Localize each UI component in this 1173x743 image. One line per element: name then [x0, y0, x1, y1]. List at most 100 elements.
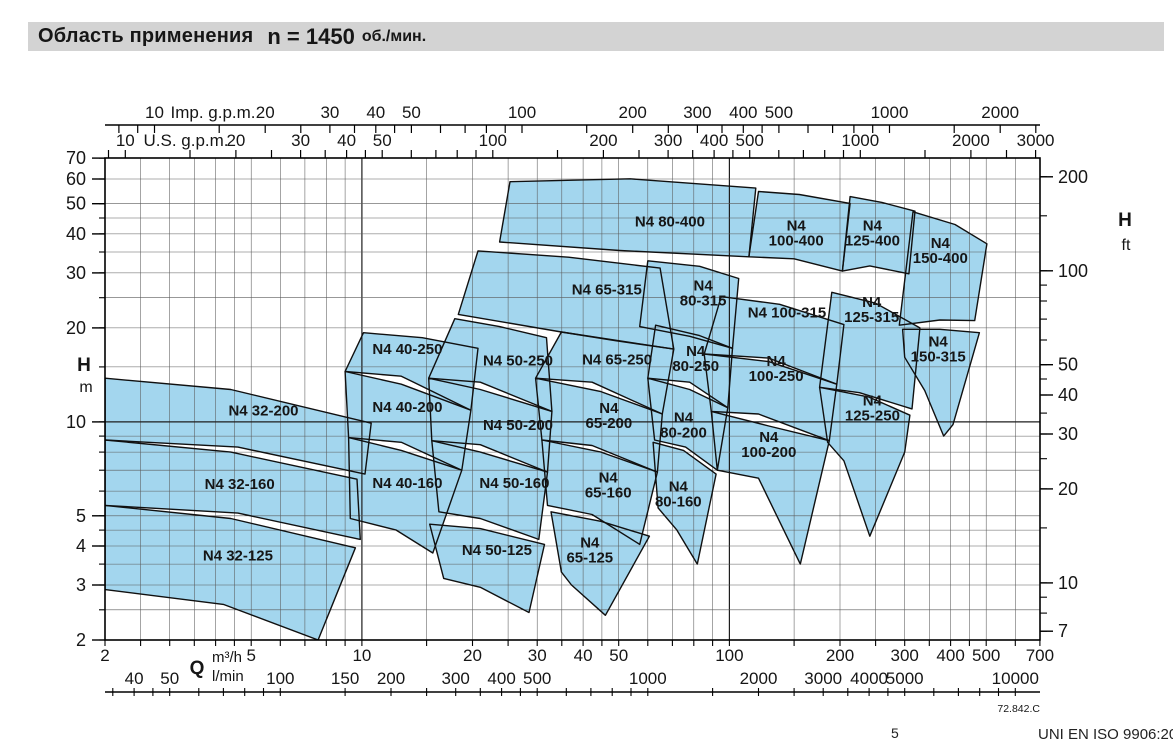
- axis-tick-label: 3: [76, 575, 86, 595]
- axis-tick-label: 400: [936, 646, 964, 665]
- pump-area-N4-32-160: [105, 440, 361, 540]
- pump-label: N4 40-250: [372, 341, 442, 358]
- pump-label: N4 80-250: [672, 343, 719, 375]
- pump-outline-N4-32-200: [105, 377, 372, 475]
- pump-label: N4 32-125: [203, 547, 273, 564]
- pump-area-N4-32-125: [105, 505, 356, 640]
- axis-tick-label: 2: [100, 646, 109, 665]
- axis-tick-label: 700: [1026, 646, 1054, 665]
- pump-label: N4 50-250: [483, 352, 553, 369]
- pump-outline-N4-80-315: [639, 260, 740, 349]
- pump-area-N4-150-400: [899, 211, 987, 326]
- axis-tick-label: 1000: [871, 103, 909, 122]
- axis-tick-label: 20: [226, 131, 245, 150]
- pump-outline-N4-125-400: [841, 195, 916, 275]
- axis-imp-gpm: 10 20 30 40 50 100 200 300 400 500 1000 2000 Imp. g.…: [105, 103, 1040, 133]
- pump-area-N4-65-125: [551, 511, 650, 616]
- axis-tick-label: 300: [654, 131, 682, 150]
- axis-tick-label: 2: [76, 630, 86, 650]
- pump-label: N4 125-315: [844, 294, 899, 326]
- axis-tick-label: 30: [291, 131, 310, 150]
- axis-tick-label: 30: [1058, 424, 1078, 444]
- axis-tick-label: 40: [337, 131, 356, 150]
- axis-tick-label: 60: [66, 169, 86, 189]
- pump-label: N4 80-315: [680, 277, 727, 309]
- axis-tick-label: 40: [125, 669, 144, 688]
- axis-tick-label: 30: [528, 646, 547, 665]
- axis-tick-label: 20: [256, 103, 275, 122]
- axis-tick-label: 100: [715, 646, 743, 665]
- axis-h-ft: 7 10 20 30 40 50 100 200 Hft: [1040, 167, 1132, 641]
- page-title: Область применения: [38, 25, 254, 47]
- pump-area-N4-65-200: [535, 378, 663, 473]
- pump-label: N4 150-400: [913, 235, 968, 267]
- pump-area-N4-125-250: [819, 387, 910, 537]
- axis-tick-label: 3000: [804, 669, 842, 688]
- axis-tick-label: 30: [320, 103, 339, 122]
- pump-region-outlines: [105, 178, 988, 640]
- pump-label: N4 40-200: [372, 399, 442, 416]
- axis-tick-label: 20: [463, 646, 482, 665]
- pump-label: N4 65-315: [572, 282, 642, 299]
- plot-border: [104, 157, 1041, 641]
- axis-q-m3h: 2 5 10 20 30 40 50 100 200 300 400 500 700 Qm³/h l/min: [100, 640, 1054, 685]
- axis-tick-label: 2000: [952, 131, 990, 150]
- axis-tick-label: 200: [377, 669, 405, 688]
- axis-tick-label: 10: [1058, 573, 1078, 593]
- pump-area-N4-100-250: [704, 354, 837, 441]
- speed-value: n = 1450: [267, 23, 355, 49]
- axis-tick-label: 200: [619, 103, 647, 122]
- pump-outline-N4-125-315: [818, 291, 921, 410]
- pump-label: N4 50-125: [462, 542, 532, 559]
- axis-tick-label: 200: [1058, 167, 1088, 187]
- axis-tick-label: 400: [700, 131, 728, 150]
- pump-area-N4-65-160: [541, 440, 658, 545]
- axis-tick-label: 10: [66, 412, 86, 432]
- axis-tick-label: 300: [683, 103, 711, 122]
- pump-label: N4 32-160: [205, 476, 275, 493]
- pump-label: N4 125-400: [845, 217, 900, 249]
- axis-tick-label: 50: [609, 646, 628, 665]
- axis-tick-label: 200: [826, 646, 854, 665]
- pump-area-N4-65-250: [535, 332, 674, 414]
- axis-tick-label: 200: [589, 131, 617, 150]
- pump-outline-N4-80-160: [652, 441, 717, 565]
- axis-tick-label: 400: [487, 669, 515, 688]
- pump-label: N4 65-250: [582, 352, 652, 369]
- axis-tick-label: 2000: [740, 669, 778, 688]
- axis-tick-label: 400: [729, 103, 757, 122]
- axis-tick-label: 20: [1058, 479, 1078, 499]
- pump-area-N4-80-160: [653, 442, 717, 565]
- pump-area-N4-100-400: [748, 191, 851, 272]
- pump-outline-N4-150-400: [898, 211, 988, 326]
- pump-outline-N4-80-400: [498, 178, 757, 258]
- log-grid: [105, 158, 1040, 640]
- pump-label: N4 65-160: [585, 470, 632, 502]
- axis-unit-ft: ft: [1122, 237, 1131, 254]
- pump-label: N4 50-200: [483, 417, 553, 434]
- axis-tick-label: 2000: [981, 103, 1019, 122]
- axis-tick-label: 300: [442, 669, 470, 688]
- page-header-band: Область применения n = 1450 об./мин.: [28, 22, 1164, 51]
- pump-label: N4 32-200: [228, 403, 298, 420]
- axis-q-lmin: 40 50 100 150 200 300 400 500 1000 2000 3000 400050…: [105, 669, 1040, 696]
- axis-tick-label: 3000: [1017, 131, 1055, 150]
- pump-area-N4-125-315: [819, 292, 920, 409]
- pump-area-N4-125-400: [842, 196, 915, 274]
- axis-tick-label: 30: [66, 263, 86, 283]
- page-number: 5: [891, 725, 899, 741]
- axis-tick-label: 500: [972, 646, 1000, 665]
- axis-tick-label: 1000: [841, 131, 879, 150]
- pump-area-N4-100-200: [711, 411, 830, 565]
- axis-tick-label: 10000: [992, 669, 1039, 688]
- pump-label: N4 100-315: [748, 304, 826, 321]
- axis-title-h-ft: H: [1118, 210, 1132, 231]
- axis-tick-label: 50: [402, 103, 421, 122]
- axis-tick-label: 5: [76, 506, 86, 526]
- axis-title-us-gpm: U.S. g.p.m.: [143, 131, 228, 150]
- axis-tick-label: 100: [479, 131, 507, 150]
- pump-label: N4 50-160: [479, 475, 549, 492]
